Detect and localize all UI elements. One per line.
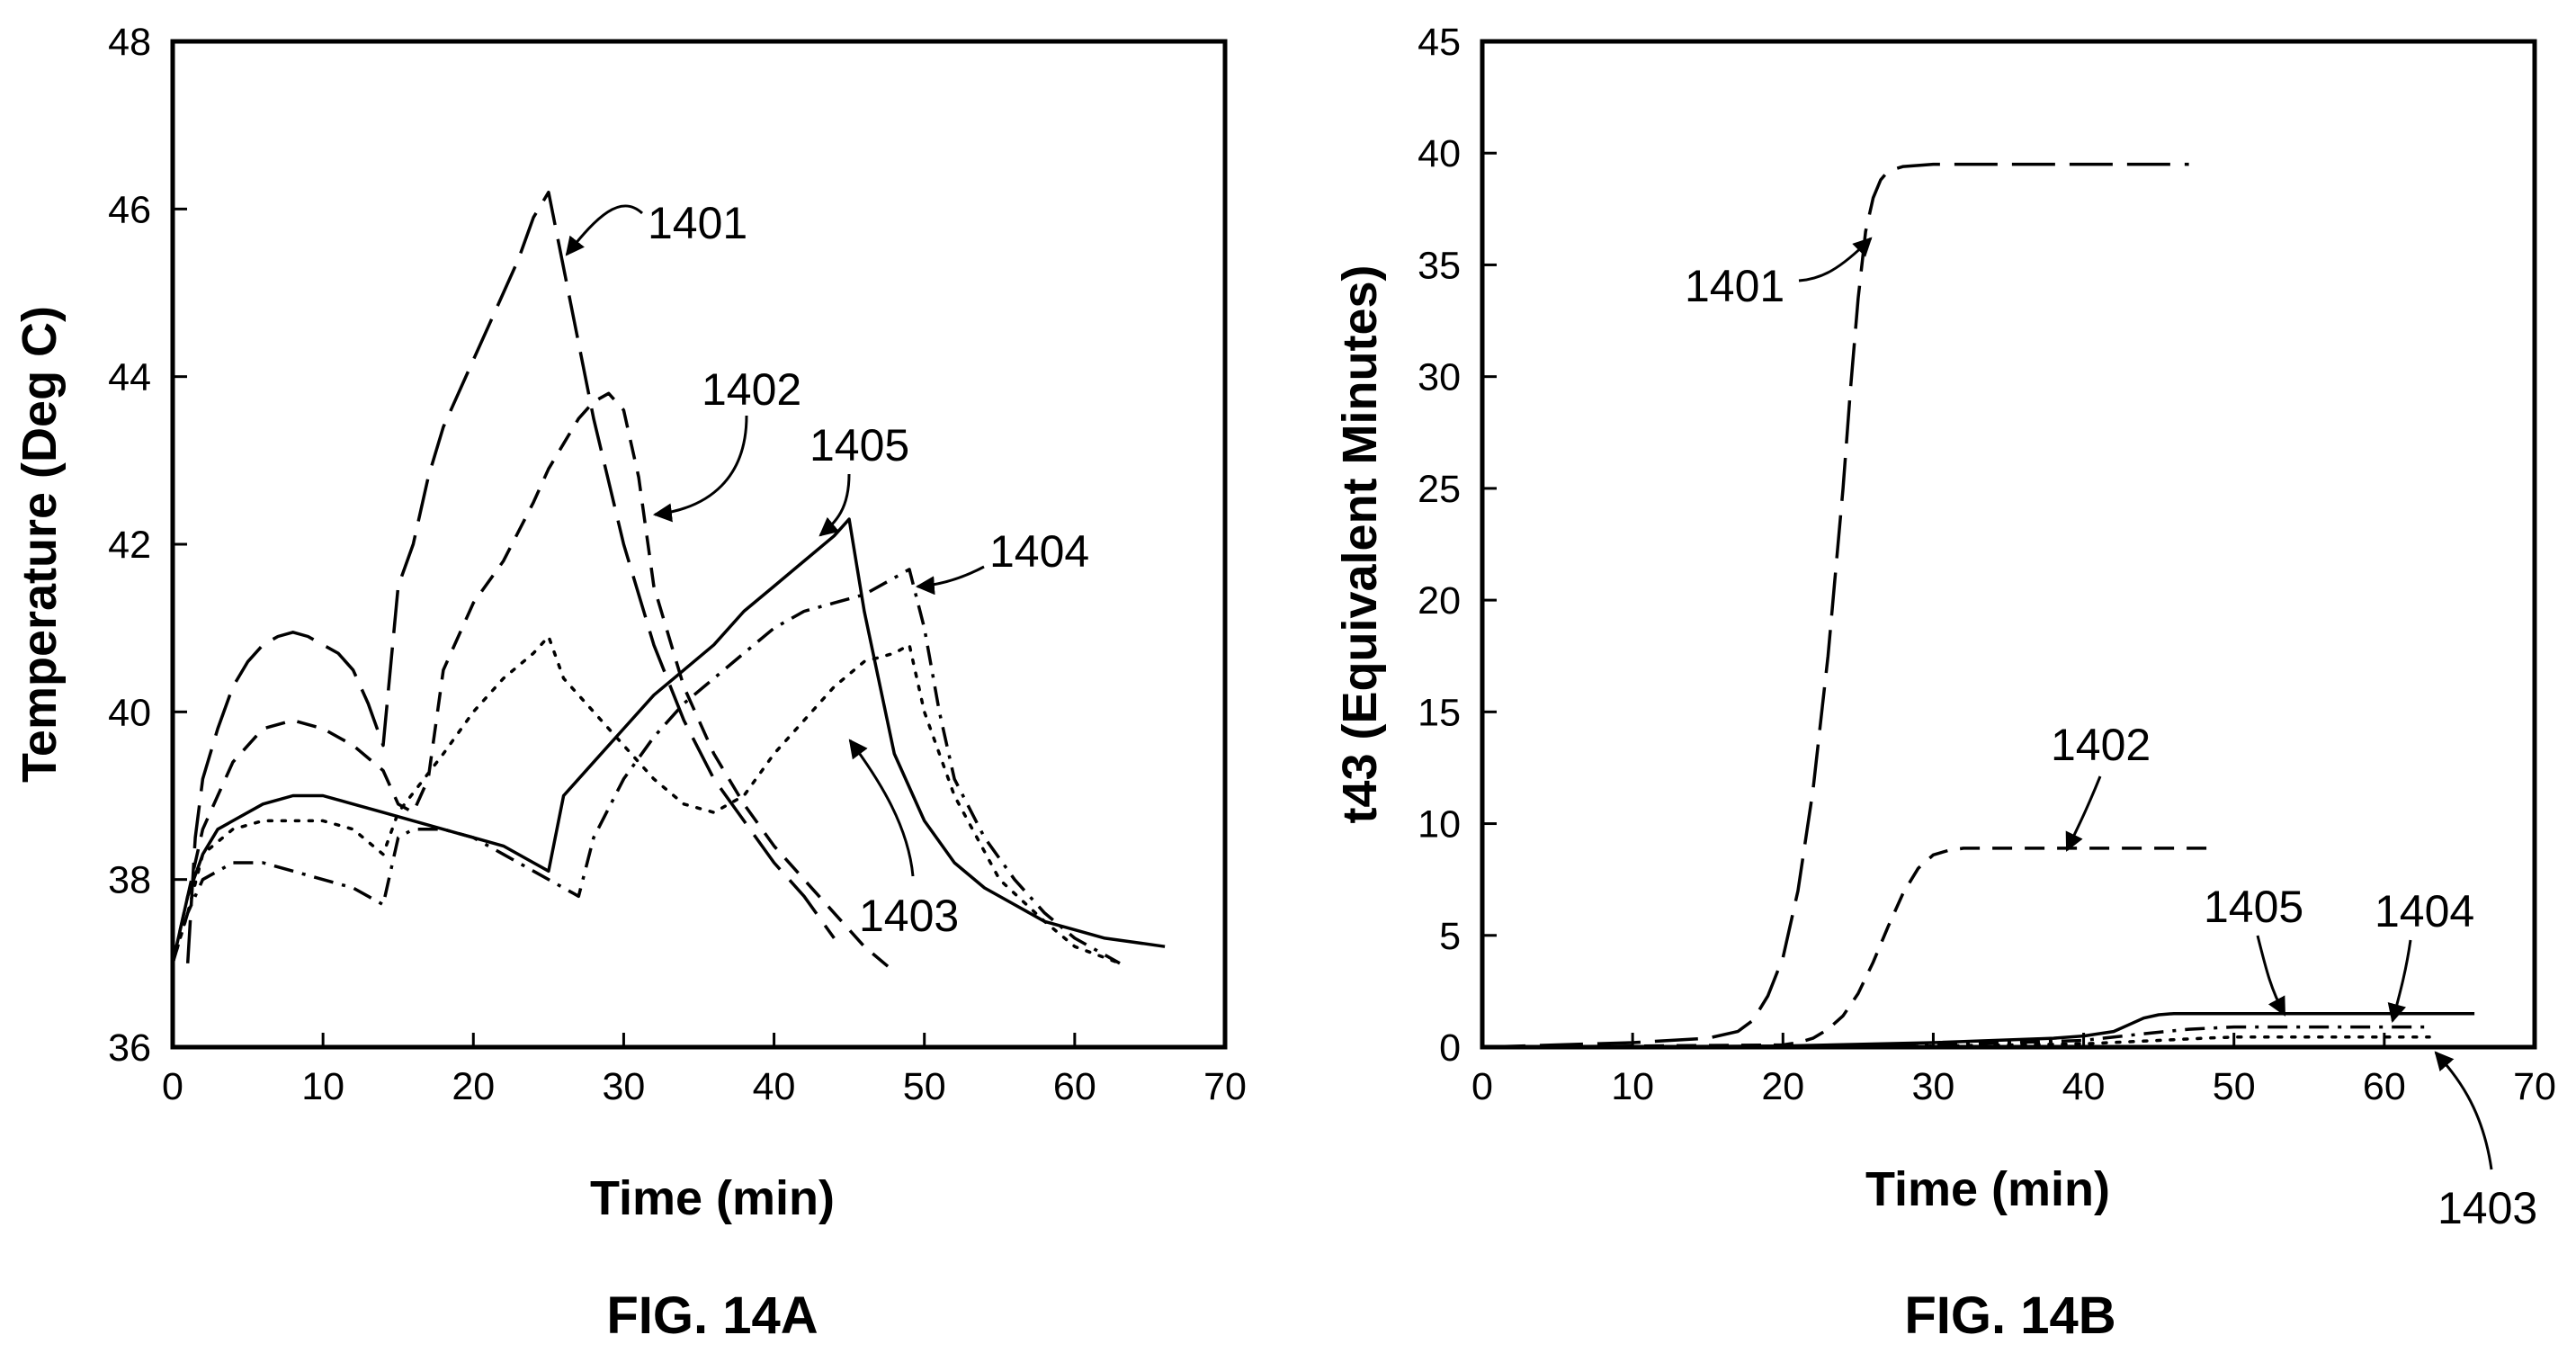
y-tick-label: 38	[108, 859, 151, 902]
x-tick-label: 10	[1611, 1065, 1654, 1108]
series-group	[171, 190, 1166, 973]
x-tick-label: 20	[452, 1065, 495, 1108]
y-tick-label: 40	[108, 691, 151, 734]
series-line-1402	[171, 391, 896, 973]
x-tick-label: 20	[1761, 1065, 1804, 1108]
callout-label: 1405	[809, 420, 909, 470]
y-tick-label: 5	[1439, 915, 1461, 958]
series-line-1404	[171, 568, 1121, 965]
y-tick-label: 45	[1418, 21, 1461, 64]
callout-label: 1404	[989, 526, 1089, 577]
callout-label: 1401	[1685, 261, 1784, 311]
x-tick-label: 50	[903, 1065, 946, 1108]
callout-label: 1402	[702, 364, 801, 415]
x-tick-label: 30	[603, 1065, 646, 1108]
y-tick-label: 42	[108, 524, 151, 567]
plot-frame	[1480, 39, 2537, 1050]
y-tick-label: 36	[108, 1026, 151, 1070]
x-tick-label: 10	[301, 1065, 344, 1108]
callout-1404: 1404	[2375, 886, 2474, 1024]
y-tick-label: 30	[1418, 356, 1461, 399]
x-tick-label: 70	[1203, 1065, 1247, 1108]
tick-group: 0 10 20 30 40 50 60 70 0 5 10 15 20 25 30 35 40 45	[1418, 21, 2556, 1108]
y-tick-label: 48	[108, 21, 151, 64]
y-tick-label: 35	[1418, 244, 1461, 287]
callout-label: 1402	[2051, 720, 2151, 770]
chart-t43: 0 10 20 30 40 50 60 70 0 5 10 15 20 25 30 35 40 45 t43 (E…	[1333, 21, 2556, 1345]
y-tick-label: 44	[108, 356, 151, 399]
x-axis-label: Time (min)	[1865, 1162, 2110, 1216]
series-line-1401	[1481, 162, 2189, 1049]
y-tick-label: 0	[1439, 1026, 1461, 1070]
callout-label: 1403	[2437, 1183, 2537, 1233]
x-tick-label: 60	[2363, 1065, 2406, 1108]
series-line-1404	[1481, 1025, 2429, 1049]
series-line-1405	[171, 517, 1166, 964]
x-tick-label: 70	[2513, 1065, 2556, 1108]
y-tick-label: 20	[1418, 579, 1461, 623]
x-tick-label: 30	[1912, 1065, 1955, 1108]
x-tick-label: 40	[2062, 1065, 2106, 1108]
x-tick-label: 0	[1471, 1065, 1493, 1108]
callout-1403: 1403	[848, 739, 959, 941]
callout-1402: 1402	[2051, 720, 2151, 852]
callout-1401: 1401	[1685, 237, 1873, 311]
y-tick-label: 46	[108, 188, 151, 231]
x-tick-label: 50	[2213, 1065, 2256, 1108]
x-tick-label: 0	[162, 1065, 183, 1108]
callout-1405: 1405	[2204, 882, 2303, 1017]
y-axis-label: Temperature (Deg C)	[13, 306, 67, 783]
y-tick-label: 15	[1418, 691, 1461, 734]
series-line-1401	[185, 190, 836, 963]
callout-label: 1403	[859, 891, 959, 941]
series-line-1402	[1481, 847, 2219, 1049]
y-tick-label: 25	[1418, 468, 1461, 511]
y-axis-label: t43 (Equivalent Minutes)	[1333, 264, 1387, 823]
y-tick-label: 40	[1418, 132, 1461, 175]
callout-label: 1405	[2204, 882, 2303, 932]
callout-label: 1404	[2375, 886, 2474, 936]
series-group	[1480, 162, 2475, 1049]
callout-1405: 1405	[809, 420, 909, 537]
chart-temperature: 0 10 20 30 40 50 60 70 36 38 40 42 44 46 48 Temperatur…	[13, 21, 1247, 1345]
x-axis-label: Time (min)	[590, 1171, 835, 1225]
figure-caption: FIG. 14B	[1904, 1286, 2115, 1345]
tick-group: 0 10 20 30 40 50 60 70 36 38 40 42 44 46 48	[108, 21, 1247, 1108]
callout-label: 1401	[648, 198, 747, 248]
x-tick-label: 60	[1053, 1065, 1096, 1108]
figure-caption: FIG. 14A	[606, 1286, 818, 1345]
callout-1404: 1404	[915, 526, 1089, 596]
y-tick-label: 10	[1418, 803, 1461, 847]
callout-1403: 1403	[2434, 1051, 2537, 1233]
series-line-1403	[171, 634, 1122, 965]
callout-1402: 1402	[652, 364, 801, 523]
x-tick-label: 40	[753, 1065, 796, 1108]
callout-1401: 1401	[565, 198, 747, 256]
